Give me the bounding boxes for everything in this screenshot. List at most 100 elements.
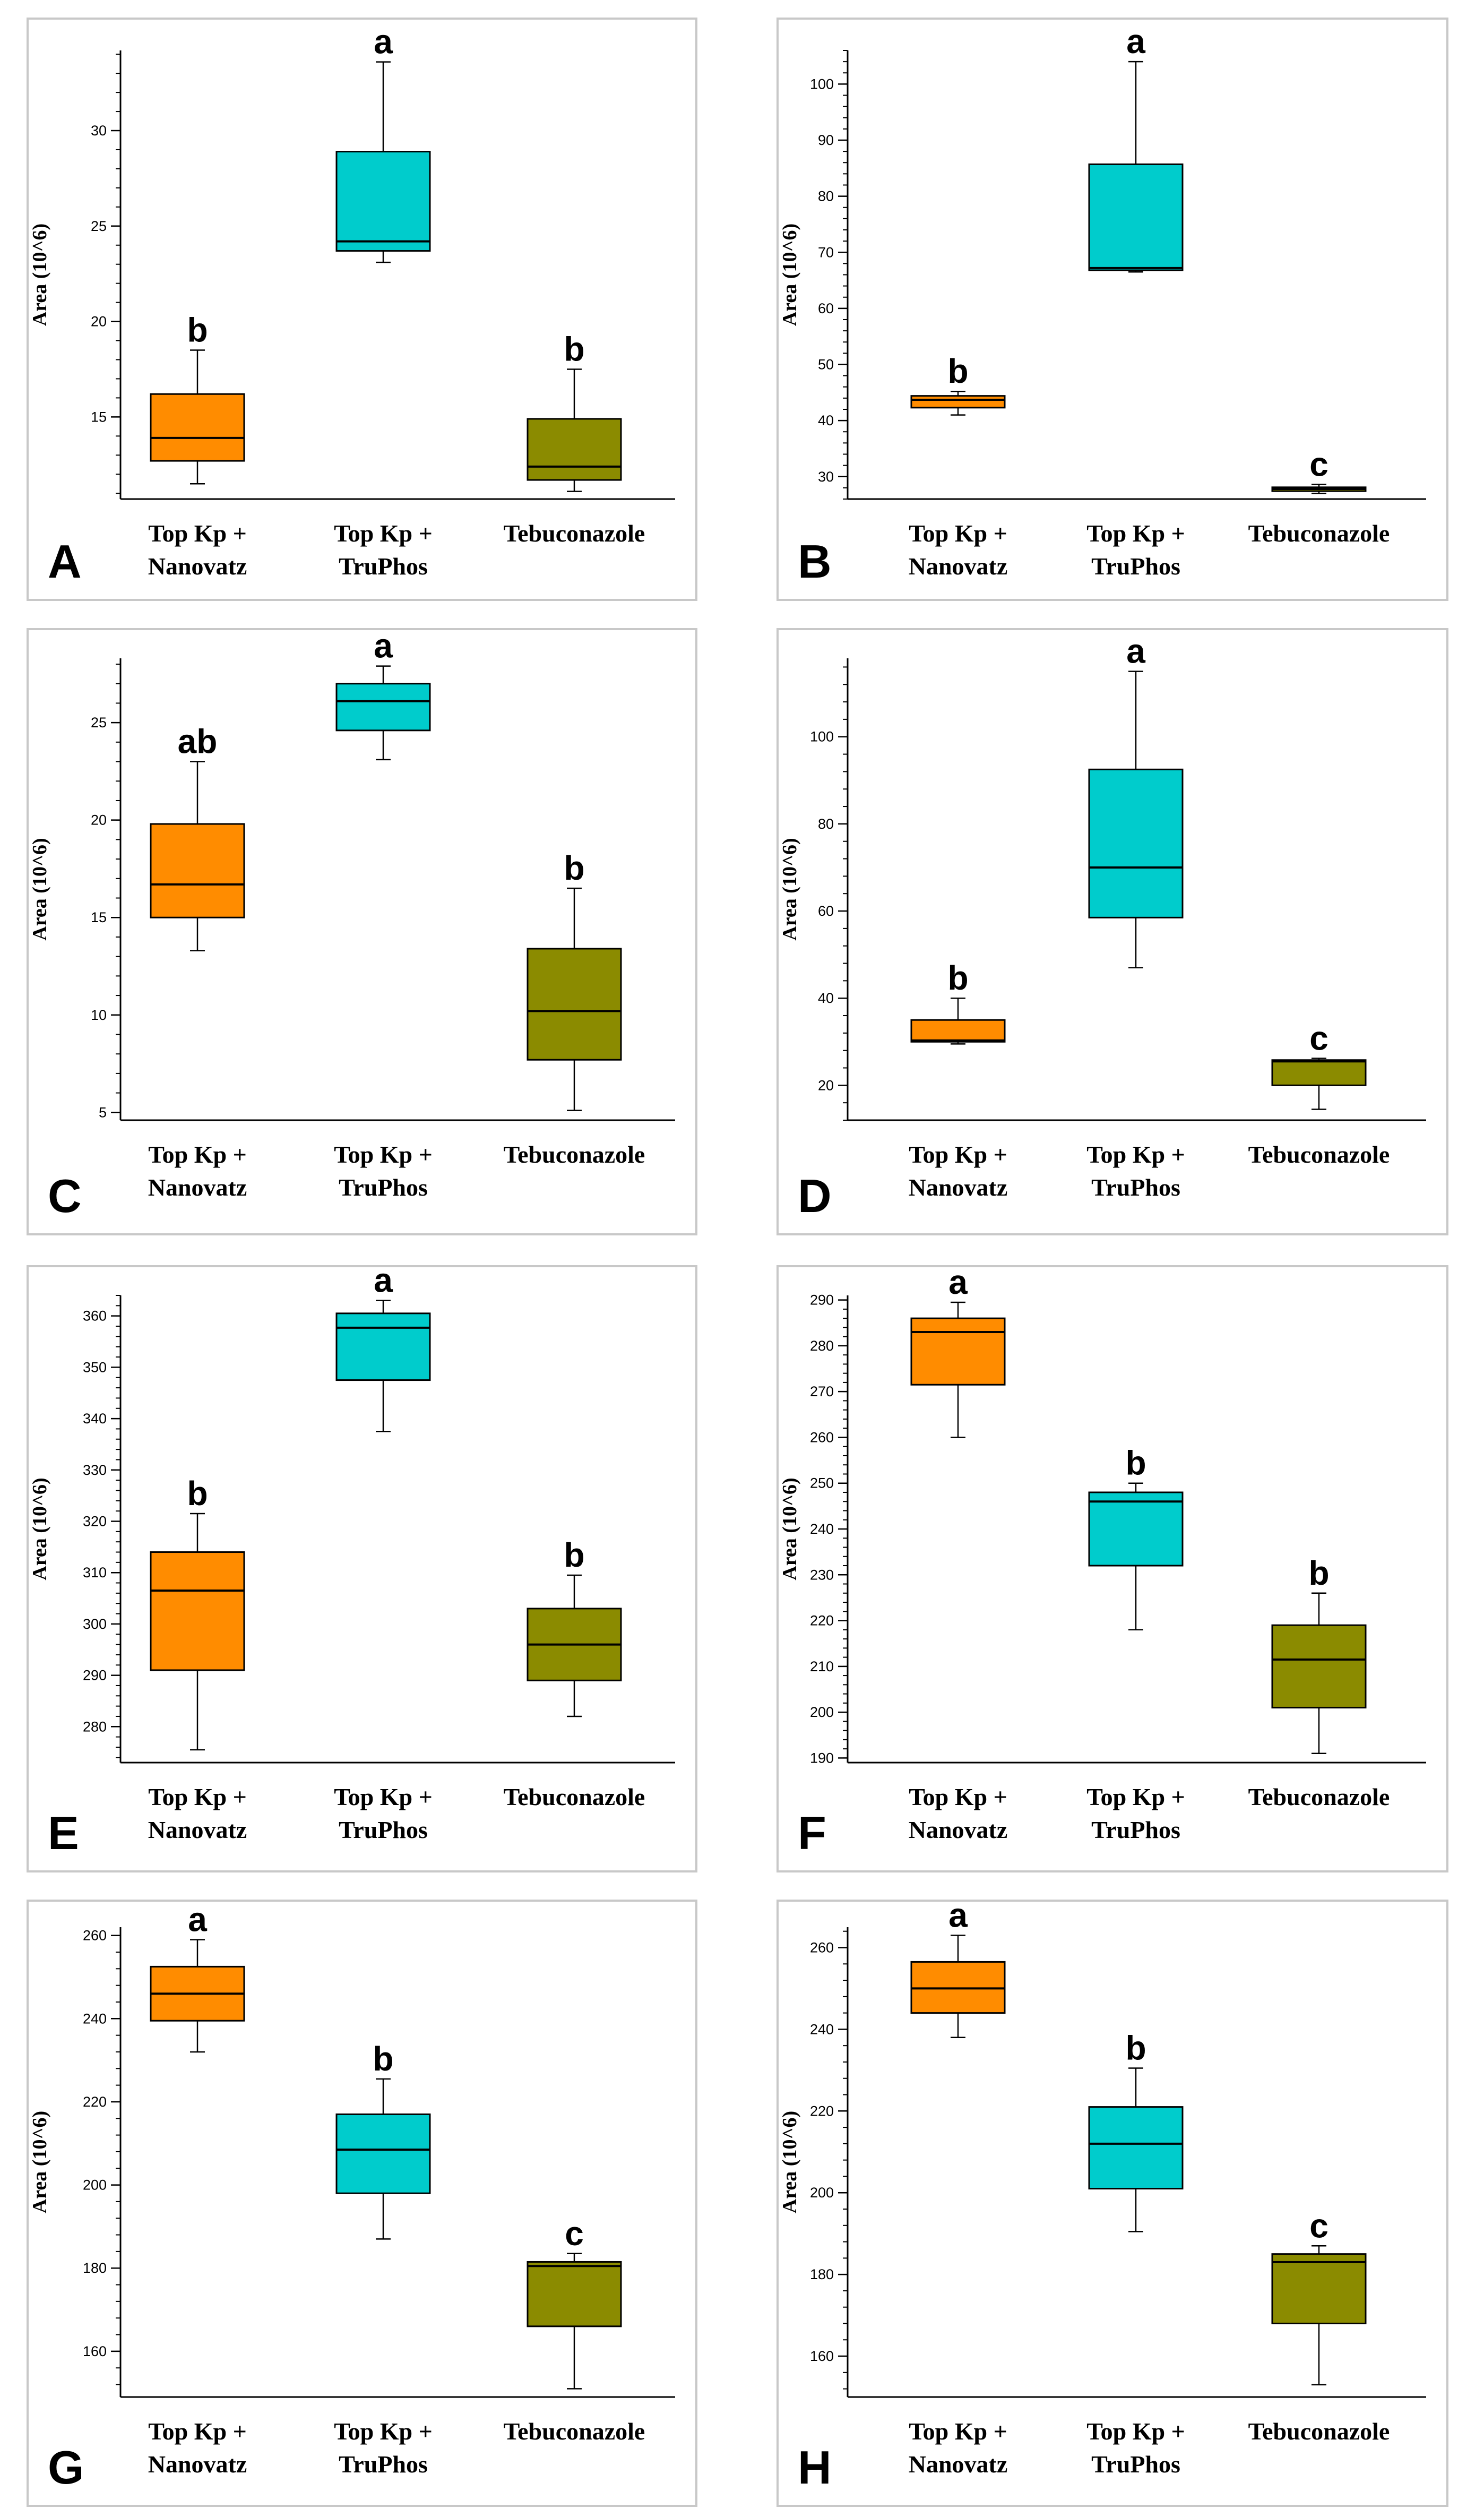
category-label: Top Kp + [1086,1783,1185,1810]
box-2: b [1088,2029,1184,2232]
category-label: Top Kp + [148,1141,247,1168]
y-tick-label: 290 [810,1292,834,1308]
y-tick-label: 160 [810,2348,834,2364]
significance-letter: a [948,1896,968,1934]
significance-letter: b [947,959,968,997]
category-label: Top Kp + [909,2418,1007,2445]
y-tick-label: 60 [818,903,834,919]
y-tick-label: 10 [91,1007,107,1023]
box-body [910,1019,1006,1043]
panel-frame [776,628,1448,1235]
category-label: Tebuconazole [1248,2418,1390,2445]
y-axis-title: Area (10^6) [29,224,51,326]
y-tick-label: 200 [810,1704,834,1720]
significance-letter: c [1309,1019,1328,1057]
box-body [1088,2106,1184,2190]
box-body [150,823,245,918]
significance-letter: a [188,1900,207,1938]
y-axis-title: Area (10^6) [779,838,801,940]
y-tick-label: 210 [810,1659,834,1674]
category-label: Top Kp + [909,1141,1007,1168]
category-label: Tebuconazole [1248,1141,1390,1168]
y-tick-label: 280 [810,1338,834,1354]
category-label: Nanovatz [148,1816,247,1843]
panel-letter: C [48,1170,82,1222]
y-tick-label: 90 [818,132,834,148]
category-label: TruPhos [1091,1816,1180,1843]
y-tick-label: 80 [818,188,834,204]
panel-letter: D [798,1170,832,1222]
y-axis-title: Area (10^6) [779,224,801,326]
y-tick-label: 220 [810,1613,834,1629]
panel-letter: H [798,2441,832,2494]
significance-letter: a [374,1261,393,1300]
significance-letter: a [1126,22,1145,61]
box-1: a [910,1263,1006,1438]
box-1: b [150,1474,245,1751]
panel-letter: E [48,1807,79,1859]
box-3: b [527,330,622,492]
significance-letter: b [564,849,584,887]
y-axis-title: Area (10^6) [29,1477,51,1580]
category-label: Top Kp + [148,1783,247,1810]
y-tick-label: 70 [818,244,834,260]
significance-letter: c [1309,2206,1328,2245]
category-label: Tebuconazole [1248,1783,1390,1810]
significance-letter: b [187,1474,208,1513]
box-2: a [1088,632,1184,968]
box-body [335,1312,431,1381]
box-body [1088,768,1184,918]
y-tick-label: 260 [810,1429,834,1445]
category-label: Top Kp + [334,1783,433,1810]
category-label: Top Kp + [1086,520,1185,547]
y-tick-label: 160 [83,2343,107,2359]
y-tick-label: 5 [99,1104,107,1120]
significance-letter: b [1308,1554,1329,1592]
y-tick-label: 250 [810,1475,834,1491]
significance-letter: b [1125,2029,1146,2067]
y-tick-label: 310 [83,1565,107,1580]
box-body [527,948,622,1061]
category-label: Top Kp + [148,520,247,547]
y-tick-label: 30 [91,123,107,139]
y-tick-label: 240 [83,2011,107,2026]
box-body [150,393,245,462]
y-tick-label: 60 [818,300,834,316]
y-tick-label: 300 [83,1616,107,1632]
category-label: Tebuconazole [504,1783,645,1810]
y-tick-label: 180 [83,2260,107,2276]
box-1: ab [150,723,245,951]
box-2: b [335,2040,431,2240]
box-body [335,683,431,732]
y-tick-label: 15 [91,909,107,925]
significance-letter: b [564,330,584,368]
y-axis-title: Area (10^6) [29,838,51,940]
panel-b: 30 40 50 60 70 80 90 100 Area (10^6) b Top Kp + Nan… [776,18,1448,601]
y-tick-label: 350 [83,1359,107,1375]
box-body [1271,2253,1367,2324]
category-label: Tebuconazole [504,2418,645,2445]
y-tick-label: 30 [818,469,834,485]
significance-letter: a [948,1263,968,1301]
category-label: Top Kp + [334,520,433,547]
box-body [1088,163,1184,271]
y-tick-label: 40 [818,990,834,1006]
box-body [527,2261,622,2327]
category-label: TruPhos [339,553,428,580]
y-tick-label: 20 [818,1077,834,1093]
category-label: Tebuconazole [504,520,645,547]
y-tick-label: 200 [83,2177,107,2193]
y-tick-label: 240 [810,1521,834,1537]
category-label: Top Kp + [334,1141,433,1168]
y-axis-title: Area (10^6) [779,1477,801,1580]
box-3: c [1271,2206,1367,2386]
significance-letter: ab [178,723,218,761]
y-tick-label: 180 [810,2266,834,2282]
category-label: Nanovatz [148,2451,247,2478]
y-tick-label: 360 [83,1308,107,1324]
y-tick-label: 50 [818,357,834,373]
category-label: Top Kp + [909,520,1007,547]
box-2: a [335,23,431,263]
category-label: Top Kp + [909,1783,1007,1810]
panel-g: 160 180 200 220 240 260 Area (10^6) a Top Kp + Na… [27,1900,697,2507]
